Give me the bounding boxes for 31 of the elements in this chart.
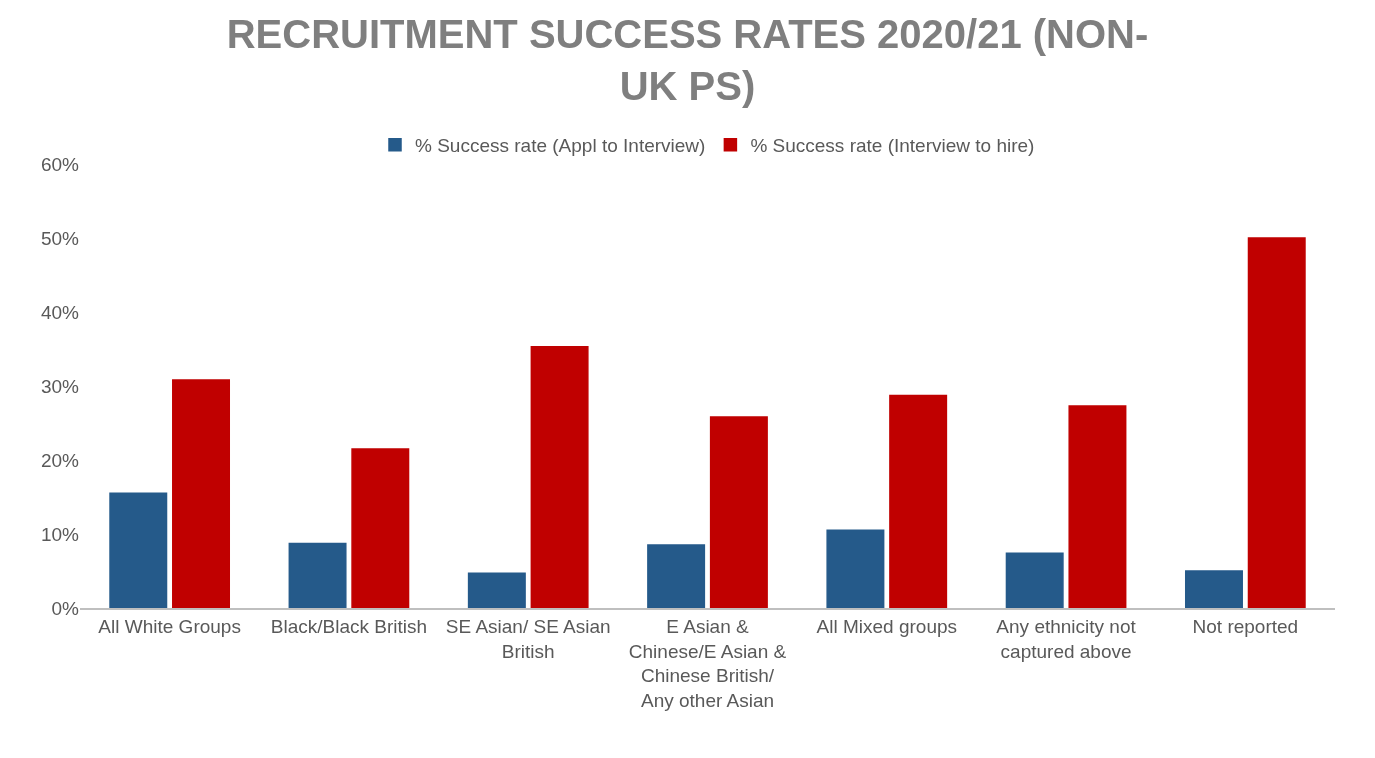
y-tick-label: 40% xyxy=(40,301,80,323)
x-tick-label: All White Groups xyxy=(98,615,241,637)
x-tick-label: Not reported xyxy=(1192,615,1299,637)
legend-label: % Success rate (Appl to Interview) xyxy=(415,135,706,157)
x-tick-label: E Asian & Chinese/E Asian & Chinese British/ Any other Asian xyxy=(628,615,787,711)
bar xyxy=(647,544,706,608)
bar xyxy=(172,379,231,608)
x-tick-label: All Mixed groups xyxy=(816,615,958,637)
y-tick-label: 20% xyxy=(40,449,80,471)
y-tick-label: 30% xyxy=(40,375,80,397)
bar xyxy=(288,542,347,608)
bar xyxy=(1184,570,1243,608)
x-tick-label: SE Asian/ SE Asian British xyxy=(445,615,611,662)
y-tick-label: 60% xyxy=(40,153,80,175)
y-tick-label: 10% xyxy=(40,523,80,545)
bar xyxy=(467,572,526,608)
bar xyxy=(709,416,768,608)
chart-title: RECRUITMENT SUCCESS RATES 2020/21 (NON- UK PS) xyxy=(226,12,1149,108)
bar xyxy=(109,492,168,608)
y-tick-label: 50% xyxy=(40,227,80,249)
legend-label: % Success rate (Interview to hire) xyxy=(750,135,1035,157)
bar xyxy=(1068,405,1127,608)
bar xyxy=(351,448,410,608)
x-tick-label: Black/Black British xyxy=(270,615,428,637)
bar xyxy=(1247,237,1306,608)
y-tick-label: 0% xyxy=(51,597,80,619)
x-tick-label: Any ethnicity not captured above xyxy=(996,615,1137,662)
bar xyxy=(530,346,589,608)
bar xyxy=(889,394,948,608)
bar xyxy=(1005,552,1064,608)
bar xyxy=(826,529,885,608)
